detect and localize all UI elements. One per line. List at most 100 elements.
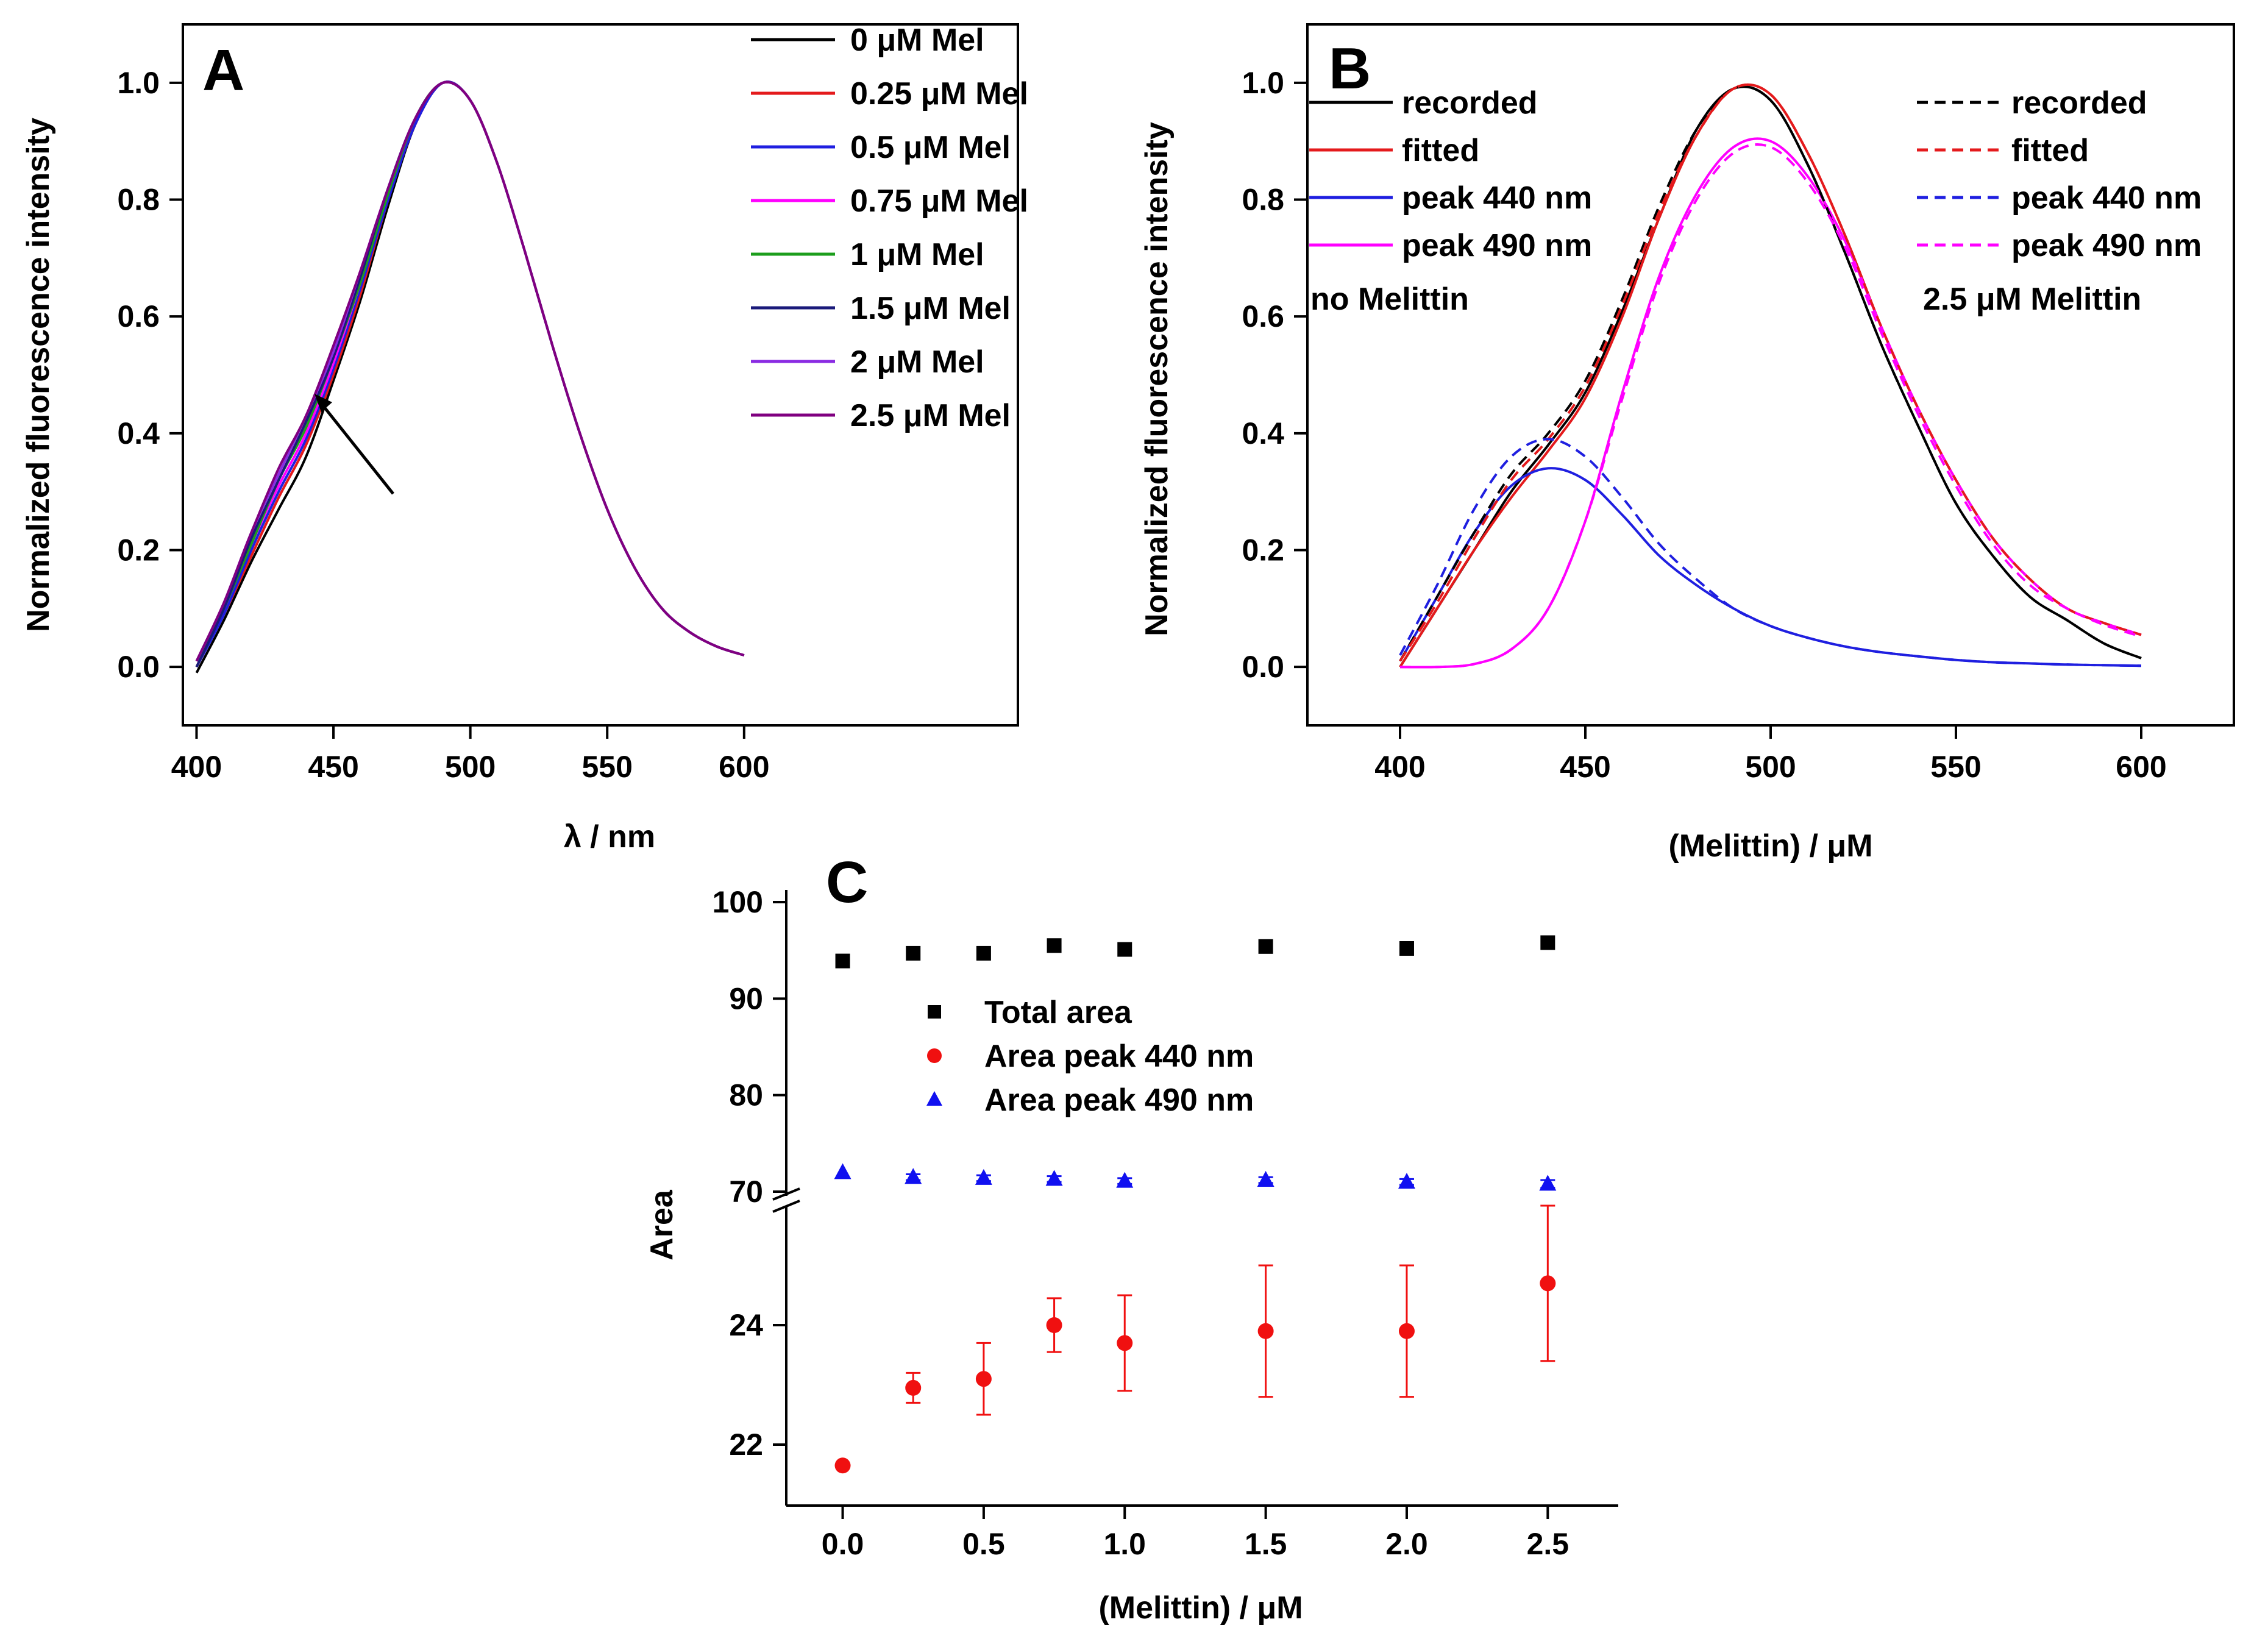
panel-b-letter: B — [1329, 36, 1371, 101]
panel-c-ytick-label: 22 — [729, 1428, 763, 1462]
panel-c-ticks: 0.0 0.5 1.0 1.5 2.0 2.5 70 80 90 100 22 24 — [713, 885, 1569, 1561]
panel-b-series — [1399, 84, 2142, 669]
panel-c-point-total — [835, 953, 850, 969]
panel-a-ytick-label: 1.0 — [117, 66, 160, 100]
panel-b-legend-label: recorded — [2011, 85, 2147, 121]
panel-c-point-490 — [1398, 1173, 1415, 1189]
panel-c-xtick-label: 0.0 — [822, 1527, 864, 1561]
panel-a-xtick-label: 600 — [719, 750, 769, 784]
panel-c-ytick-label: 90 — [729, 981, 763, 1015]
panel-b-xlabel: (Melittin) / μM — [1668, 828, 1872, 864]
panel-c-point-490 — [1116, 1172, 1134, 1188]
panel-c-xtick-label: 2.5 — [1527, 1527, 1569, 1561]
panel-c: C 0.0 0.5 1.0 1.5 2.0 2.5 70 80 90 100 22 24 Total … — [644, 850, 1618, 1626]
panel-a-axes-frame — [182, 23, 1019, 727]
panel-b-legend-label: peak 440 nm — [2011, 180, 2202, 216]
panel-b-xtick-label: 550 — [1930, 750, 1981, 784]
panel-b-ytick-label: 0.8 — [1242, 183, 1284, 217]
panel-c-legend-marker — [927, 1048, 942, 1063]
panel-a-xtick-label: 400 — [171, 750, 222, 784]
panel-b: 400 450 500 550 600 0.0 0.2 0.4 0.6 0.8 1.0 B (Mel… — [1139, 23, 2235, 864]
panel-c-point-total — [906, 945, 921, 961]
panel-c-xtick-label: 2.0 — [1385, 1527, 1428, 1561]
panel-c-point-440 — [1398, 1323, 1415, 1339]
panel-c-point-440 — [1540, 1275, 1556, 1292]
panel-b-legend-label: peak 440 nm — [1402, 180, 1592, 216]
panel-b-legend-label: peak 490 nm — [1402, 228, 1592, 263]
panel-c-ytick-label: 80 — [729, 1078, 763, 1112]
panel-c-legend-label: Area peak 490 nm — [984, 1083, 1254, 1118]
panel-b-legend-right-title: 2.5 μM Melittin — [1923, 282, 2141, 317]
panel-c-xtick-label: 1.5 — [1245, 1527, 1287, 1561]
panel-c-point-total — [1117, 942, 1132, 957]
panel-c-point-total — [1047, 938, 1062, 953]
panel-a-legend: 0 μM Mel 0.25 μM Mel 0.5 μM Mel 0.75 μM Mel… — [751, 23, 1028, 433]
panel-a-ytick-label: 0.8 — [117, 183, 160, 217]
panel-c-ytick-label: 24 — [729, 1308, 763, 1342]
panel-b-ytick-label: 0.2 — [1242, 533, 1284, 567]
panel-b-legend-label: peak 490 nm — [2011, 228, 2202, 263]
panel-c-point-total — [1540, 935, 1555, 950]
panel-b-ticks: 400 450 500 550 600 0.0 0.2 0.4 0.6 0.8 1.0 — [1242, 66, 2166, 784]
panel-a-legend-label: 1 μM Mel — [850, 237, 984, 272]
panel-c-point-total — [1258, 939, 1273, 954]
panel-a-arrow-icon — [315, 394, 394, 495]
panel-b-series-line — [1399, 137, 2142, 669]
panel-a-ytick-label: 0.6 — [117, 299, 160, 333]
panel-a-legend-label: 0 μM Mel — [850, 23, 984, 58]
panel-a-series-line — [195, 80, 745, 668]
panel-c-point-490 — [1257, 1171, 1274, 1187]
panel-a-series — [195, 80, 745, 674]
panel-b-ytick-label: 0.0 — [1242, 650, 1284, 684]
panel-b-ytick-label: 0.6 — [1242, 299, 1284, 333]
panel-c-point-440 — [1046, 1317, 1062, 1333]
panel-a-series-line — [195, 80, 745, 668]
panel-b-legend-label: fitted — [2011, 133, 2089, 168]
panel-b-series-line — [1399, 85, 2142, 662]
panel-c-point-440 — [1117, 1335, 1133, 1351]
panel-c-legend-marker — [928, 1005, 941, 1019]
panel-b-series-line — [1399, 143, 2142, 669]
panel-b-ytick-label: 1.0 — [1242, 66, 1284, 100]
panel-c-ylabel: Area — [644, 1189, 680, 1261]
panel-c-point-total — [976, 945, 991, 961]
panel-b-legend-left-title: no Melittin — [1310, 282, 1469, 317]
panel-c-point-440 — [905, 1379, 922, 1396]
panel-a-ylabel: Normalized fluorescence intensity — [21, 118, 56, 632]
panel-c-legend: Total area Area peak 440 nm Area peak 490 … — [926, 995, 1254, 1118]
panel-c-point-490 — [1539, 1175, 1557, 1191]
panel-a-ytick-label: 0.0 — [117, 650, 160, 684]
panel-c-legend-label: Total area — [984, 995, 1132, 1030]
panel-b-legend-label: recorded — [1402, 85, 1538, 121]
panel-a: 400 450 500 550 600 0.0 0.2 0.4 0.6 0.8 1.0 A λ / … — [21, 23, 1028, 855]
panel-c-point-490 — [1045, 1170, 1063, 1186]
panel-b-ylabel: Normalized fluorescence intensity — [1139, 122, 1175, 636]
panel-a-series-line — [195, 80, 745, 674]
panel-a-legend-label: 2.5 μM Mel — [850, 398, 1011, 433]
panel-a-ytick-label: 0.4 — [117, 416, 160, 450]
panel-a-xlabel: λ / nm — [564, 819, 655, 855]
panel-c-xtick-label: 1.0 — [1103, 1527, 1146, 1561]
panel-a-legend-label: 1.5 μM Mel — [850, 291, 1011, 326]
panel-a-legend-label: 0.25 μM Mel — [850, 76, 1028, 112]
axis-break-icon — [772, 1187, 800, 1213]
panel-b-xtick-label: 500 — [1745, 750, 1796, 784]
panel-a-series-line — [195, 80, 745, 668]
panel-a-series-line — [195, 80, 745, 668]
panel-c-point-total — [1399, 941, 1414, 956]
panel-a-ytick-label: 0.2 — [117, 533, 160, 567]
panel-c-ytick-label: 100 — [713, 885, 763, 919]
panel-b-legend: recorded fitted peak 440 nm peak 490 nm reco… — [1309, 85, 2202, 263]
panel-c-xlabel: (Melittin) / μM — [1098, 1590, 1303, 1626]
panel-b-xtick-label: 400 — [1374, 750, 1425, 784]
panel-a-series-line — [195, 80, 745, 662]
panel-b-series-line — [1399, 438, 2142, 667]
panel-b-series-line — [1399, 84, 2142, 662]
panel-c-ytick-label: 70 — [729, 1175, 763, 1209]
panel-a-series-line — [195, 80, 745, 668]
panel-b-legend-label: fitted — [1402, 133, 1479, 168]
panel-a-legend-label: 0.5 μM Mel — [850, 130, 1011, 165]
panel-c-point-490 — [905, 1168, 922, 1184]
panel-a-legend-label: 0.75 μM Mel — [850, 183, 1028, 219]
